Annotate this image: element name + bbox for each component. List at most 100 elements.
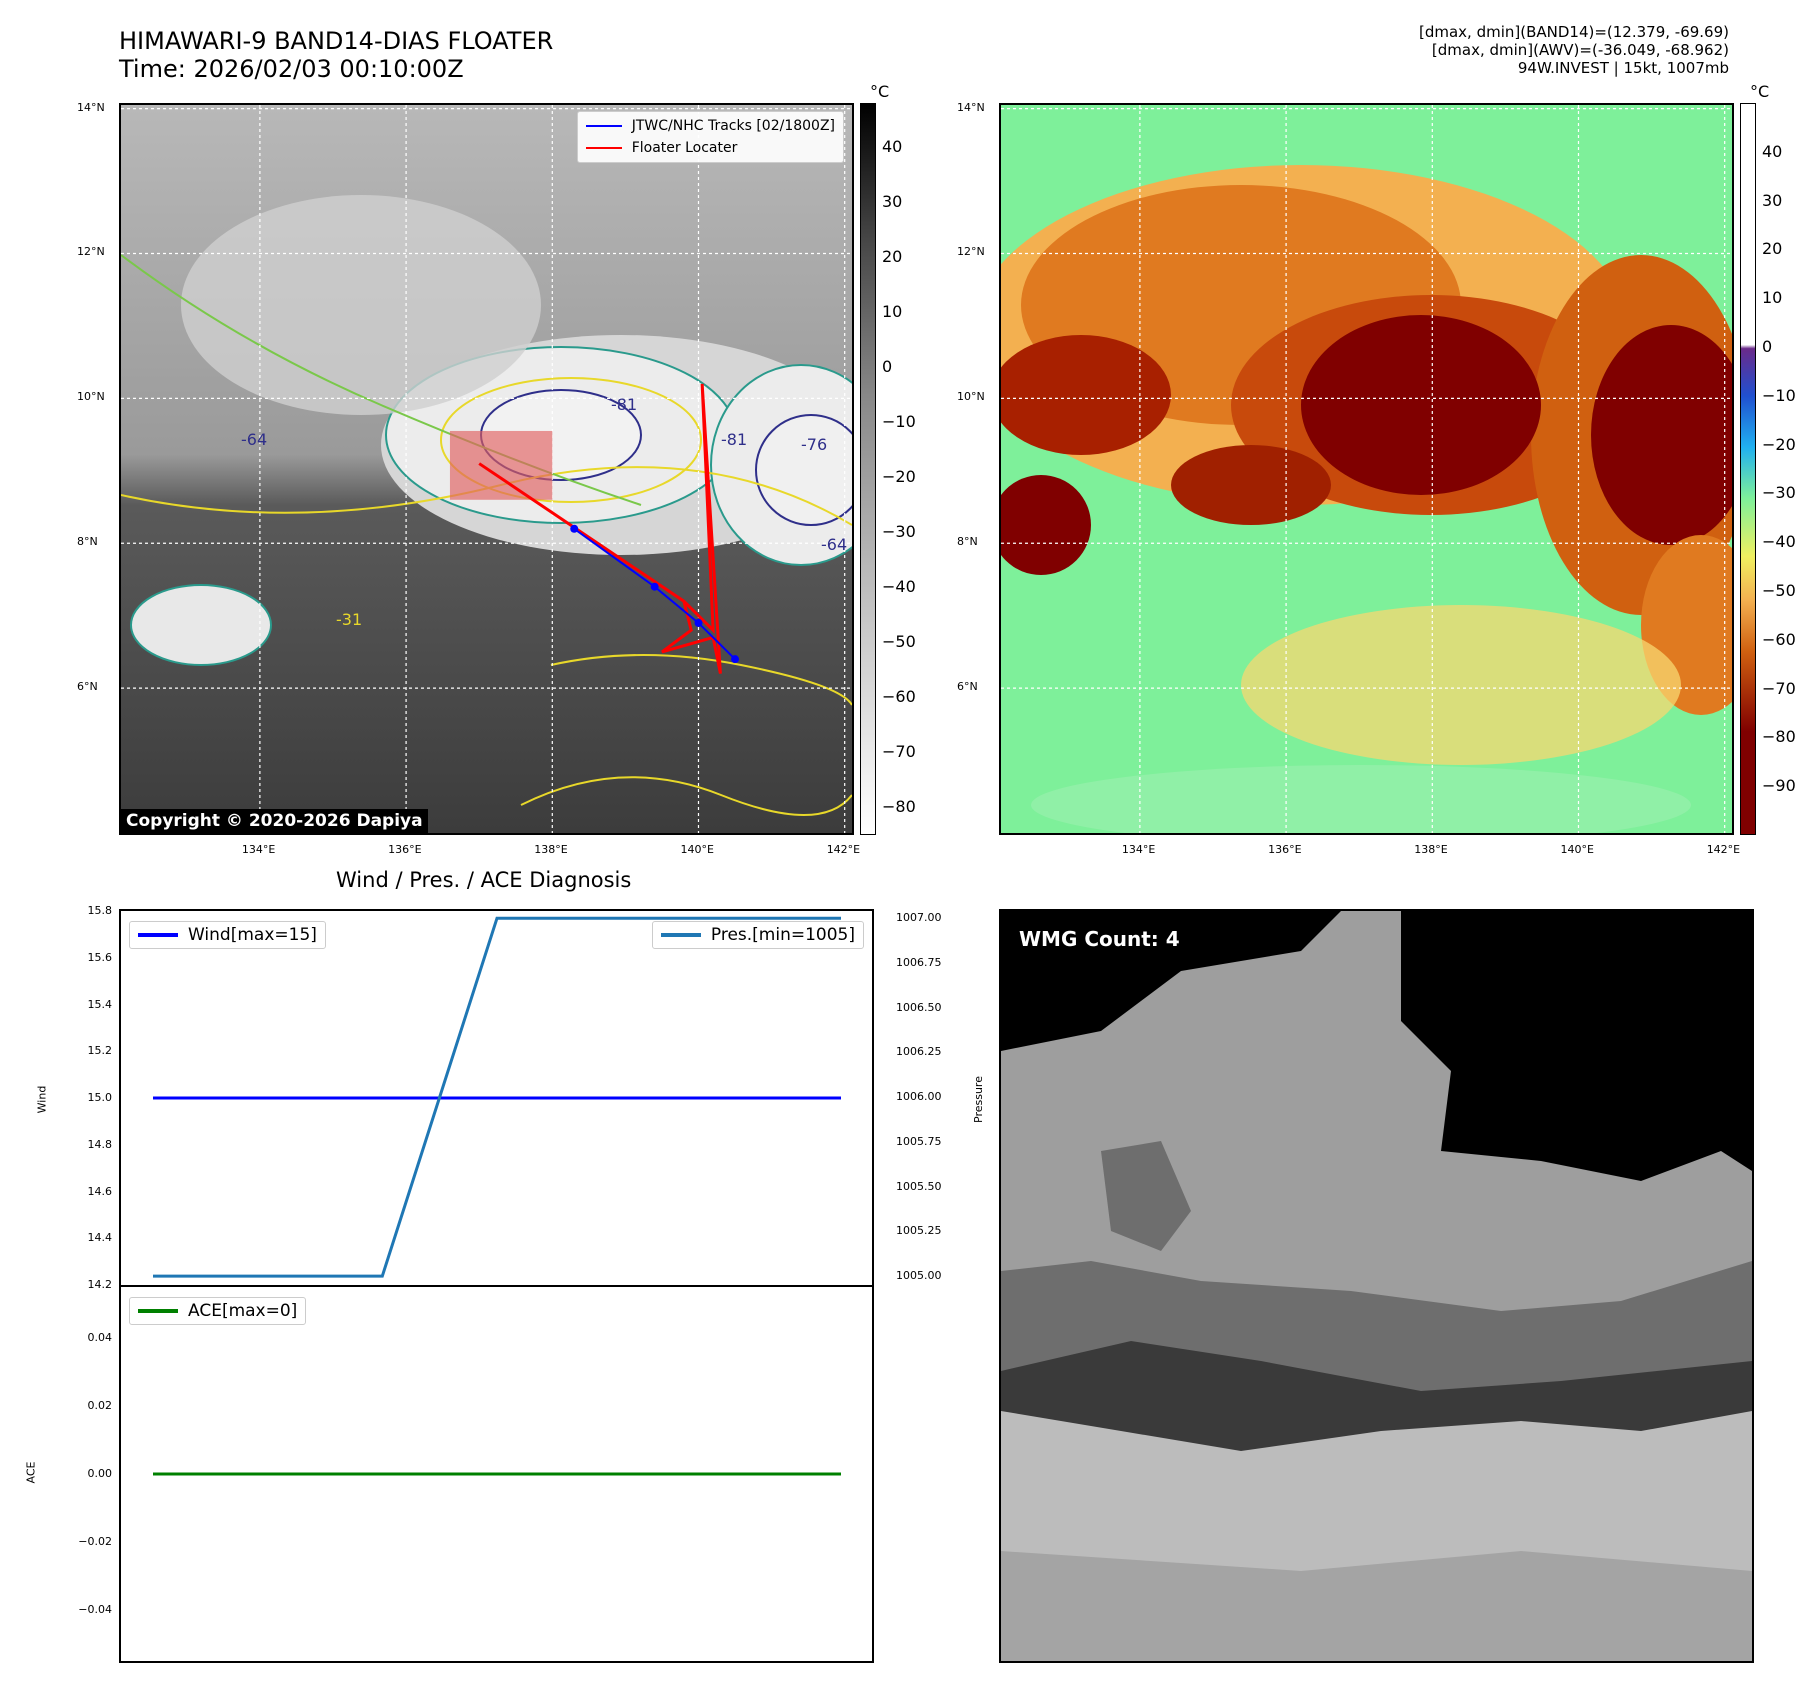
axis-tick-label: 1006.00 (896, 1090, 942, 1104)
axis-tick-label: 1005.25 (896, 1224, 942, 1238)
wind-pres-panel: Wind[max=15] Pres.[min=1005] (119, 909, 874, 1287)
colorbar-tick-label: −90 (1762, 776, 1796, 796)
legend-track-label: JTWC/NHC Tracks [02/1800Z] (631, 118, 835, 134)
axis-tick-label: 1005.00 (896, 1269, 942, 1283)
awv-map-panel (999, 103, 1734, 835)
colorbar-tick-label: −80 (1762, 727, 1796, 747)
wmg-panel: WMG Count: 4 (999, 909, 1754, 1663)
wmg-bottom-band (1001, 1551, 1752, 1661)
pressure-ylabel: Pressure (971, 1076, 985, 1123)
colorbar-tick-label: −50 (1762, 581, 1796, 600)
track-point (731, 655, 740, 664)
axis-tick-label: 1006.75 (896, 955, 942, 969)
contour-label: -76 (801, 435, 827, 454)
contour-label: -64 (821, 535, 847, 554)
figure-title: HIMAWARI-9 BAND14-DIAS FLOATER Time: 202… (119, 27, 553, 83)
colorbar-tick-label: 30 (882, 192, 903, 212)
colorbar-tick-label: −80 (882, 797, 916, 817)
colorbar-tick-label: 30 (1762, 190, 1783, 210)
copyright-label: Copyright © 2020-2026 Dapiya (121, 809, 428, 833)
contour-label: -81 (721, 430, 747, 449)
colorbar-tick-label: −60 (882, 687, 916, 707)
lon-tick-label: 142°E (826, 843, 861, 856)
colorbar-tick-label: 10 (882, 302, 903, 322)
pres-legend-label: Pres.[min=1005] (710, 925, 855, 945)
colorbar-tick-label: 40 (1762, 141, 1783, 161)
lon-tick-label: 138°E (1414, 843, 1448, 856)
contour-label: -81 (611, 395, 637, 414)
lat-tick-label: 6°N (957, 680, 978, 694)
colorbar-tick-label: 10 (1762, 288, 1783, 308)
pres-swatch-icon (660, 933, 701, 937)
ir-colorbar-unit: °C (870, 82, 890, 101)
axis-tick-label: 15.0 (87, 1091, 113, 1104)
floater-locater-line (478, 383, 722, 674)
colorbar-tick-label: −50 (882, 632, 916, 652)
legend-track-row: JTWC/NHC Tracks [02/1800Z] (585, 115, 835, 137)
colorbar-tick-label: −40 (1762, 532, 1796, 552)
contour-label: -31 (336, 610, 362, 629)
lon-tick-label: 140°E (1560, 843, 1594, 856)
storm-info: [dmax, dmin](BAND14)=(12.379, -69.69) [d… (1419, 23, 1729, 77)
title-line-2: Time: 2026/02/03 00:10:00Z (119, 55, 464, 83)
ir-gridlines (121, 105, 852, 833)
lon-tick-label: 134°E (241, 843, 276, 856)
lon-tick-label: 140°E (680, 843, 714, 856)
axis-tick-label: 15.6 (87, 950, 113, 964)
pressure-line (153, 916, 841, 1278)
axis-tick-label: 14.4 (87, 1231, 113, 1245)
lon-tick-label: 142°E (1706, 843, 1741, 856)
wind-swatch-icon (138, 933, 178, 937)
ace-ylabel: ACE (24, 1461, 38, 1484)
awv-moisture-field (1001, 165, 1732, 833)
track-swatch-icon (585, 125, 622, 127)
colorbar-tick-label: −30 (882, 522, 916, 542)
floater-swatch-icon (585, 147, 622, 149)
wind-legend: Wind[max=15] (129, 921, 326, 949)
axis-tick-label: 1006.25 (896, 1045, 942, 1059)
lat-tick-label: 8°N (957, 535, 978, 549)
colorbar-tick-label: −40 (882, 577, 916, 597)
lon-tick-label: 138°E (534, 843, 568, 856)
wmg-mid-patch (1101, 1141, 1191, 1251)
colorbar-tick-label: 20 (882, 247, 903, 267)
colorbar-tick-label: 0 (1762, 337, 1773, 356)
ir-colorbar (860, 103, 876, 835)
info-storm: 94W.INVEST | 15kt, 1007mb (1517, 59, 1729, 77)
awv-gridlines (1001, 105, 1732, 833)
colorbar-tick-label: −10 (882, 412, 916, 432)
colorbar-tick-label: −30 (1762, 483, 1796, 503)
lat-tick-label: 6°N (77, 680, 98, 694)
pres-legend: Pres.[min=1005] (651, 921, 864, 949)
axis-tick-label: 15.4 (87, 997, 113, 1011)
axis-tick-label: −0.04 (78, 1603, 112, 1616)
jtwc-track-line (573, 527, 736, 660)
lat-tick-label: 12°N (957, 245, 985, 259)
axis-tick-label: 0.00 (87, 1467, 113, 1480)
ir-legend: JTWC/NHC Tracks [02/1800Z] Floater Locat… (576, 111, 844, 163)
awv-map-svg (1001, 105, 1732, 833)
lon-tick-label: 134°E (1121, 843, 1156, 856)
colorbar-tick-label: −20 (882, 467, 916, 487)
colorbar-tick-label: 40 (882, 137, 903, 157)
title-line-1: HIMAWARI-9 BAND14-DIAS FLOATER (119, 27, 554, 55)
contour-labels: -81 -76 -64 -81 -31 -64 (241, 395, 847, 629)
lat-tick-label: 14°N (77, 100, 105, 114)
ace-panel: ACE[max=0] (119, 1285, 874, 1663)
ace-legend-label: ACE[max=0] (188, 1301, 298, 1321)
axis-tick-label: 0.04 (87, 1331, 113, 1344)
axis-tick-label: 1006.50 (896, 1000, 942, 1014)
colorbar-tick-label: −20 (1762, 434, 1796, 454)
info-awv: [dmax, dmin](AWV)=(-36.049, -68.962) (1431, 41, 1729, 59)
colorbar-tick-label: 20 (1762, 239, 1783, 259)
wmg-black-left (1001, 911, 1341, 1051)
colorbar-tick-label: −60 (1762, 629, 1796, 649)
legend-floater-label: Floater Locater (631, 140, 738, 156)
track-point (570, 524, 579, 533)
axis-tick-label: 0.02 (87, 1399, 113, 1412)
track-point (694, 618, 703, 627)
lon-tick-label: 136°E (1268, 843, 1302, 856)
ace-swatch-icon (138, 1309, 178, 1313)
wmg-black-right (1401, 911, 1752, 1181)
diagnosis-title: Wind / Pres. / ACE Diagnosis (336, 868, 632, 892)
